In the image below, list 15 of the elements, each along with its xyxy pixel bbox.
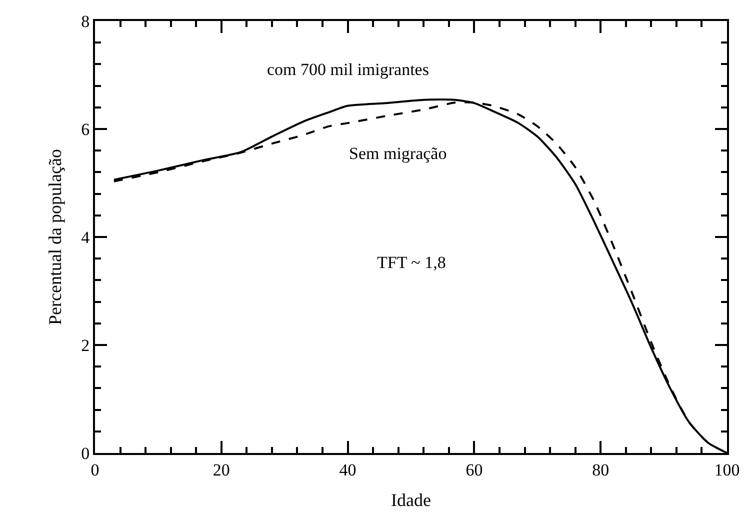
y-tick-label: 0 bbox=[81, 444, 90, 463]
y-tick-label: 8 bbox=[81, 12, 90, 31]
x-axis-title: Idade bbox=[391, 490, 431, 510]
y-tick-label: 4 bbox=[81, 228, 90, 247]
series-label: com 700 mil imigrantes bbox=[267, 60, 429, 79]
series-label: Sem migração bbox=[349, 144, 447, 163]
x-tick-label: 20 bbox=[212, 460, 230, 480]
annotation: TFT ~ 1,8 bbox=[377, 253, 446, 272]
x-tick-label: 80 bbox=[592, 460, 610, 480]
x-tick-label: 40 bbox=[339, 460, 356, 480]
y-tick-label: 2 bbox=[81, 336, 90, 355]
x-tick-label: 60 bbox=[466, 460, 483, 480]
x-tick-label: 100 bbox=[714, 460, 740, 480]
y-axis-title: Percentual da população bbox=[44, 149, 65, 325]
y-tick-label: 6 bbox=[81, 120, 90, 139]
